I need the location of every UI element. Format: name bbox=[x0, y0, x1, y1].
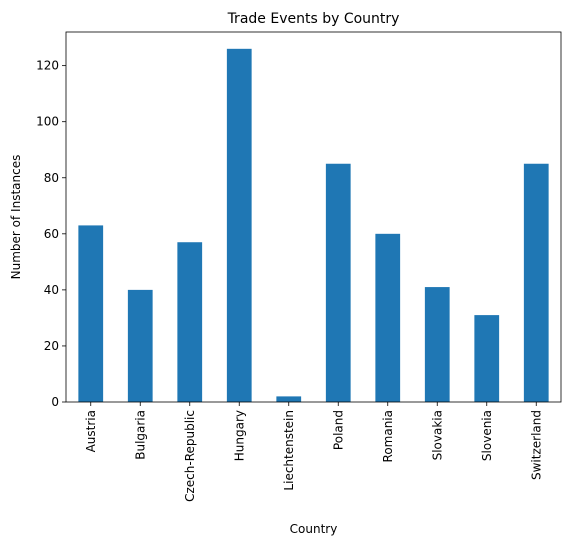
x-tick-label: Bulgaria bbox=[133, 410, 147, 460]
bar-liechtenstein bbox=[276, 396, 302, 402]
y-tick-label: 40 bbox=[44, 283, 59, 297]
bar-romania bbox=[375, 233, 401, 402]
y-tick-label: 20 bbox=[44, 339, 59, 353]
bar-austria bbox=[78, 225, 104, 402]
x-tick-label: Austria bbox=[84, 410, 98, 452]
x-tick-label: Liechtenstein bbox=[282, 410, 296, 491]
y-tick-label: 0 bbox=[51, 395, 59, 409]
x-tick-label: Slovenia bbox=[480, 410, 494, 461]
x-axis: Austria Bulgaria Czech-Republic Hungary Liec… bbox=[84, 402, 543, 502]
bar-switzerland bbox=[523, 163, 549, 402]
y-axis: 0 20 40 60 80 100 120 bbox=[36, 59, 66, 409]
y-tick-label: 120 bbox=[36, 59, 59, 73]
bar-slovakia bbox=[424, 287, 450, 402]
bar-czech-republic bbox=[177, 242, 203, 402]
bar-slovenia bbox=[474, 315, 500, 402]
x-tick-label: Poland bbox=[331, 410, 345, 450]
y-tick-label: 60 bbox=[44, 227, 59, 241]
y-axis-label: Number of Instances bbox=[9, 155, 23, 280]
bar-hungary bbox=[226, 48, 252, 403]
bars-group bbox=[78, 48, 549, 403]
x-tick-label: Hungary bbox=[232, 410, 246, 461]
plot-frame bbox=[65, 31, 562, 403]
x-tick-label: Romania bbox=[381, 410, 395, 462]
x-tick-label: Slovakia bbox=[430, 410, 444, 460]
chart-title: Trade Events by Country bbox=[227, 11, 400, 27]
x-tick-label: Switzerland bbox=[529, 410, 543, 480]
y-tick-label: 100 bbox=[36, 115, 59, 129]
bar-poland bbox=[325, 163, 351, 402]
x-axis-label: Country bbox=[290, 522, 338, 536]
y-tick-label: 80 bbox=[44, 171, 59, 185]
bar-bulgaria bbox=[127, 289, 153, 402]
x-tick-label: Czech-Republic bbox=[183, 410, 197, 502]
